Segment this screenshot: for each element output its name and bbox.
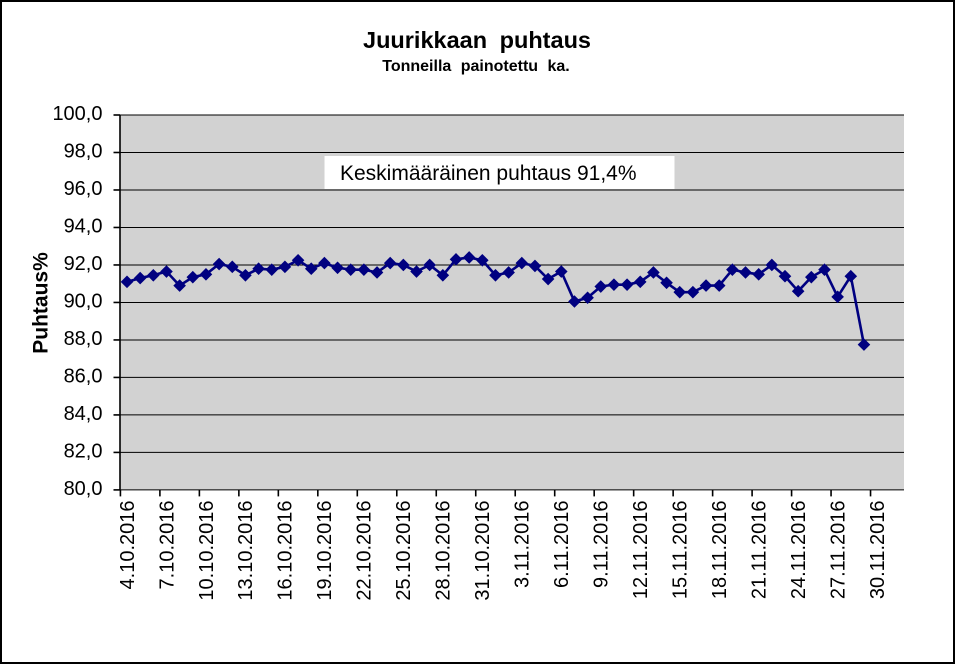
svg-text:28.10.2016: 28.10.2016 [433,501,455,601]
svg-text:84,0: 84,0 [64,403,103,425]
svg-text:Tonneilla painotettu ka.: Tonneilla painotettu ka. [382,58,570,75]
svg-text:18.11.2016: 18.11.2016 [709,501,731,600]
svg-text:80,0: 80,0 [64,478,103,500]
svg-text:Puhtaus%: Puhtaus% [30,252,53,354]
svg-text:90,0: 90,0 [64,291,103,313]
svg-text:12.11.2016: 12.11.2016 [630,501,652,600]
svg-text:86,0: 86,0 [64,366,103,388]
svg-text:31.10.2016: 31.10.2016 [472,501,494,601]
svg-text:24.11.2016: 24.11.2016 [788,501,810,600]
svg-text:22.10.2016: 22.10.2016 [354,501,376,601]
svg-text:100,0: 100,0 [52,103,102,125]
svg-text:27.11.2016: 27.11.2016 [827,501,849,600]
svg-text:16.10.2016: 16.10.2016 [275,501,297,601]
svg-text:94,0: 94,0 [64,216,103,238]
svg-text:13.10.2016: 13.10.2016 [235,501,257,601]
svg-text:96,0: 96,0 [64,178,103,200]
svg-text:19.10.2016: 19.10.2016 [314,501,336,601]
svg-text:10.10.2016: 10.10.2016 [196,501,218,601]
svg-text:82,0: 82,0 [64,441,103,463]
svg-text:88,0: 88,0 [64,328,103,350]
svg-text:21.11.2016: 21.11.2016 [748,501,770,600]
svg-text:9.11.2016: 9.11.2016 [591,501,613,589]
svg-text:4.10.2016: 4.10.2016 [117,501,139,590]
svg-text:6.11.2016: 6.11.2016 [551,501,573,589]
svg-text:15.11.2016: 15.11.2016 [670,501,692,600]
svg-text:25.10.2016: 25.10.2016 [393,501,415,601]
svg-text:Keskimääräinen puhtaus 91,4%: Keskimääräinen puhtaus 91,4% [340,162,637,185]
svg-text:Juurikkaan puhtaus: Juurikkaan puhtaus [363,27,591,53]
svg-text:30.11.2016: 30.11.2016 [867,501,889,600]
svg-text:98,0: 98,0 [64,141,103,163]
svg-text:3.11.2016: 3.11.2016 [512,501,534,589]
svg-text:92,0: 92,0 [64,253,103,275]
svg-text:7.10.2016: 7.10.2016 [156,501,178,590]
